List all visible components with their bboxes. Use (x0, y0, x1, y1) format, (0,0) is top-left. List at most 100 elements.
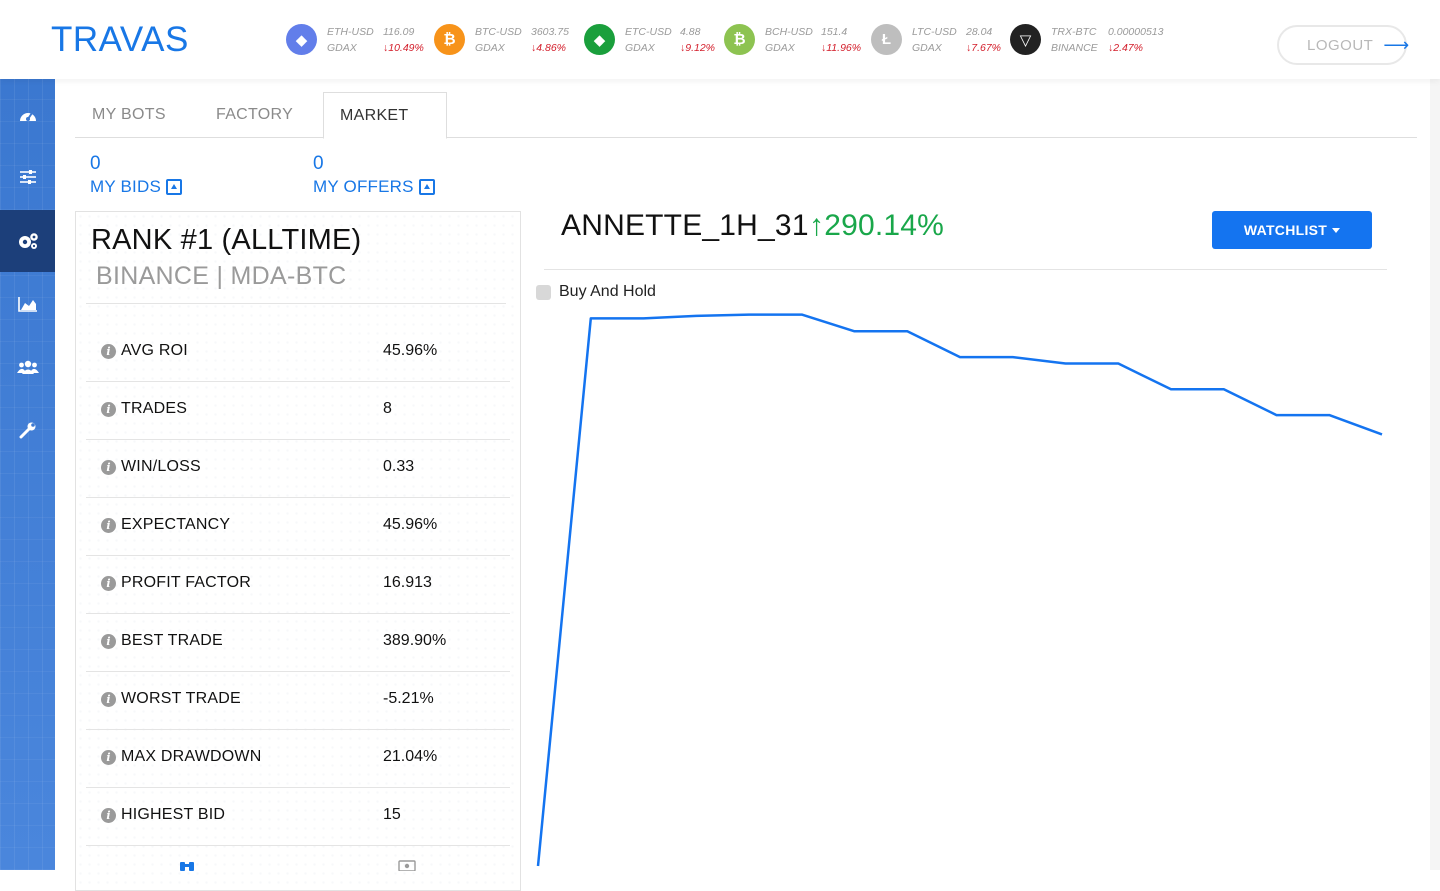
stat-row: i WORST TRADE -5.21% (86, 672, 510, 730)
app-logo[interactable]: TRAVAS (51, 20, 189, 59)
bot-name: ANNETTE_1H_31 (561, 209, 809, 242)
sidebar-item-dashboard[interactable] (0, 84, 55, 146)
info-icon[interactable]: i (101, 634, 116, 649)
sidebar-item-settings[interactable] (0, 146, 55, 208)
money-icon[interactable] (398, 859, 416, 871)
ticker-price: 28.04 (966, 26, 993, 38)
dashboard-gauge-icon (19, 112, 36, 121)
ticker-change: ↓10.49% (383, 42, 424, 54)
my-bids-counter[interactable]: 0 MY BIDS (90, 153, 182, 197)
divider (544, 269, 1387, 270)
ticker-exchange: GDAX (765, 42, 795, 54)
bids-label: MY BIDS (90, 177, 161, 196)
stat-value: 8 (383, 400, 392, 417)
legend-checkbox[interactable] (536, 284, 551, 300)
info-icon[interactable]: i (101, 402, 116, 417)
ticker-pair: ETC-USD (625, 26, 672, 38)
stat-row: i MAX DRAWDOWN 21.04% (86, 730, 510, 788)
stat-value: 45.96% (383, 342, 438, 359)
ethereum-classic-icon: ◆ (584, 24, 615, 55)
rank-title: RANK #1 (ALLTIME) (91, 224, 362, 256)
offers-count: 0 (313, 153, 324, 174)
info-icon[interactable]: i (101, 576, 116, 591)
main-tabs: MY BOTS FACTORY MARKET (75, 92, 1417, 139)
sidebar-item-bots[interactable] (0, 210, 55, 272)
stat-row: i AVG ROI 45.96% (86, 324, 510, 382)
stat-value: 389.90% (383, 632, 447, 649)
sidebar-item-charts[interactable] (0, 273, 55, 335)
ticker-price: 0.00000513 (1108, 26, 1164, 38)
binoculars-icon[interactable] (178, 859, 196, 871)
market-label: BINANCE | MDA-BTC (96, 262, 347, 290)
ticker-change: ↓9.12% (680, 42, 716, 54)
area-chart-icon (17, 297, 37, 312)
tab-market[interactable]: MARKET (323, 92, 447, 139)
stat-name: BEST TRADE (121, 632, 223, 649)
stat-value: 16.913 (383, 574, 432, 591)
expand-up-icon[interactable] (166, 179, 182, 195)
ticker-price: 4.88 (680, 26, 701, 38)
stat-row: i WIN/LOSS 0.33 (86, 440, 510, 498)
ticker-exchange: GDAX (625, 42, 655, 54)
gears-icon (18, 233, 38, 249)
watchlist-dropdown-button[interactable]: WATCHLIST (1212, 211, 1372, 249)
caret-down-icon (1332, 227, 1341, 233)
ticker-pair: BTC-USD (475, 26, 522, 38)
info-icon[interactable]: i (101, 808, 116, 823)
ticker-price: 116.09 (383, 26, 415, 38)
sidebar-item-tools[interactable] (0, 399, 55, 461)
bitcoin-cash-icon: ₿ (724, 24, 755, 55)
stat-name: WORST TRADE (121, 690, 241, 707)
chart-legend-item[interactable]: Buy And Hold (536, 283, 656, 301)
stat-name: WIN/LOSS (121, 458, 201, 475)
stat-value: -5.21% (383, 690, 434, 707)
logout-button[interactable]: LOGOUT ⟶ (1277, 25, 1410, 65)
my-offers-counter[interactable]: 0 MY OFFERS (313, 153, 435, 197)
ticker-price: 151.4 (821, 26, 848, 38)
arrow-right-icon: ⟶ (1383, 34, 1410, 55)
ticker-exchange: GDAX (475, 42, 505, 54)
stat-value: 45.96% (383, 516, 438, 533)
ticker-exchange: BINANCE (1051, 42, 1098, 54)
offers-label: MY OFFERS (313, 177, 414, 196)
stat-value: 0.33 (383, 458, 415, 475)
bids-count: 0 (90, 153, 101, 174)
tab-my-bots[interactable]: MY BOTS (92, 106, 166, 123)
ticker-price: 3603.75 (531, 26, 569, 38)
users-icon (16, 360, 39, 374)
bot-roi: ↑290.14% (809, 209, 945, 242)
sidebar-item-users[interactable] (0, 336, 55, 398)
stat-name: HIGHEST BID (121, 806, 226, 823)
info-icon[interactable]: i (101, 460, 116, 475)
stat-name: MAX DRAWDOWN (121, 748, 262, 765)
tron-icon: ▽ (1010, 24, 1041, 55)
bot-stats-card: RANK #1 (ALLTIME) BINANCE | MDA-BTC i AVG… (75, 211, 521, 891)
info-icon[interactable]: i (101, 518, 116, 533)
expand-up-icon[interactable] (418, 179, 435, 195)
info-icon[interactable]: i (101, 344, 116, 359)
divider (86, 303, 506, 304)
stat-name: EXPECTANCY (121, 516, 231, 533)
tab-factory[interactable]: FACTORY (216, 106, 294, 123)
page-scrollbar[interactable] (1430, 0, 1440, 870)
info-icon[interactable]: i (101, 692, 116, 707)
stat-value: 21.04% (383, 748, 438, 765)
stat-row: i TRADES 8 (86, 382, 510, 440)
wrench-icon (19, 422, 35, 439)
stat-name: TRADES (121, 400, 188, 417)
watchlist-label: WATCHLIST (1243, 222, 1328, 238)
stat-row: i EXPECTANCY 45.96% (86, 498, 510, 556)
ticker-change: ↓2.47% (1108, 42, 1144, 54)
ticker-pair: TRX-BTC (1051, 26, 1097, 38)
sliders-icon (19, 170, 36, 184)
stat-name: PROFIT FACTOR (121, 574, 252, 591)
ticker-change: ↓11.96% (821, 42, 862, 54)
bitcoin-icon: ₿ (434, 24, 465, 55)
ethereum-icon: ◆ (286, 24, 317, 55)
ticker-change: ↓7.67% (966, 42, 1002, 54)
info-icon[interactable]: i (101, 750, 116, 765)
stat-row: i PROFIT FACTOR 16.913 (86, 556, 510, 614)
logout-label: LOGOUT (1307, 36, 1374, 54)
stat-name: AVG ROI (121, 342, 188, 359)
ticker-exchange: GDAX (327, 42, 357, 54)
